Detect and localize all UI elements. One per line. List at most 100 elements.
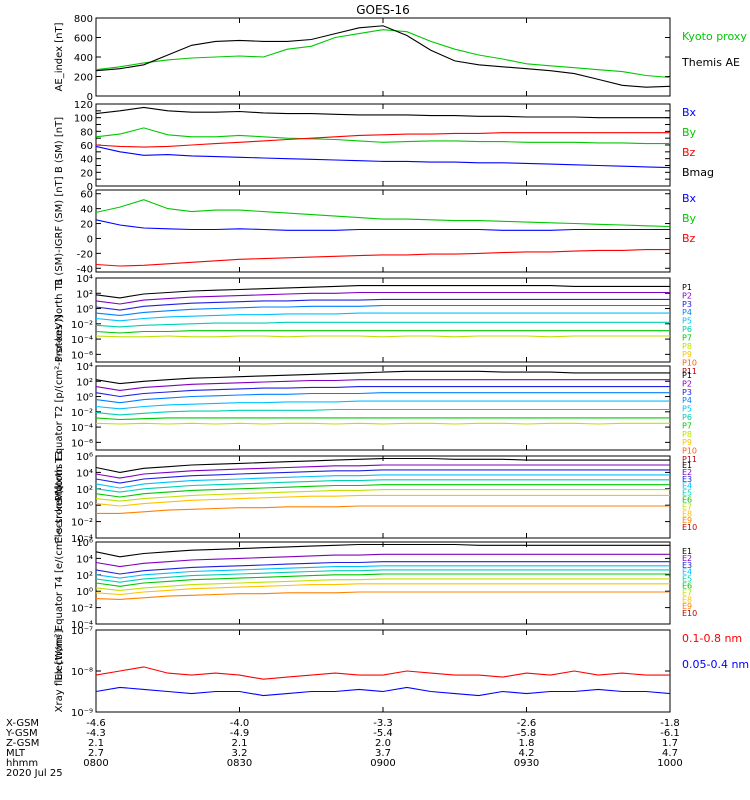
series-line-Bz — [96, 132, 670, 148]
y-axis-label: AE_index [nT] — [54, 22, 65, 91]
panel-frame — [95, 455, 671, 539]
series-line-E8 — [96, 494, 670, 507]
series-line-P6 — [96, 408, 670, 416]
y-tick-label: 0 — [87, 92, 93, 103]
y-tick-label: 10⁰ — [76, 393, 93, 404]
y-tick-label: 10⁻² — [71, 518, 93, 529]
y-tick-label: 40 — [80, 155, 93, 166]
series-line-Kyoto-proxy-AE — [96, 29, 670, 79]
y-tick-label: 10⁻² — [71, 320, 93, 331]
x-tick-value: -3.3 — [373, 718, 393, 729]
x-tick-value: 4.2 — [519, 748, 535, 759]
y-tick-label: 10⁻² — [71, 408, 93, 419]
y-axis-label: Electrons North T3 — [54, 450, 65, 543]
legend-E9: E9 — [682, 602, 692, 611]
legend-P2: P2 — [682, 291, 692, 300]
legend-Bx: Bx — [682, 192, 697, 205]
x-tick-value: -5.4 — [373, 728, 393, 739]
x-tick-value: -4.3 — [86, 728, 106, 739]
series-line-P7 — [96, 330, 670, 334]
series-line-E5 — [96, 569, 670, 583]
y-tick-label: 10² — [76, 485, 93, 496]
series-line-P5 — [96, 312, 670, 322]
series-line-Bx — [96, 219, 670, 231]
x-row-label: Y-GSM — [5, 728, 38, 739]
series-line-E1 — [96, 543, 670, 558]
x-tick-value: 1.8 — [519, 738, 535, 749]
x-tick-value: 0800 — [83, 758, 108, 769]
panel-frame — [95, 189, 671, 273]
legend-E6: E6 — [682, 496, 692, 505]
series-line-Themis-AE — [96, 25, 670, 88]
series-line-E7 — [96, 578, 670, 591]
legend-0.1-0.8-nm: 0.1-0.8 nm — [682, 632, 742, 645]
panel-frame — [95, 629, 671, 713]
x-tick-value: 0900 — [370, 758, 395, 769]
x-tick-value: -2.6 — [517, 718, 537, 729]
legend-P11: P11 — [682, 367, 697, 376]
y-tick-label: 20 — [80, 220, 93, 231]
legend-Bx: Bx — [682, 106, 697, 119]
series-line-P7 — [96, 417, 670, 421]
series-line-P1 — [96, 370, 670, 385]
panel-3: -40 -20 0 20 40 60 B (SM)-IGRF (SM) [nT] Bx By Bz — [54, 176, 697, 285]
legend-E3: E3 — [682, 561, 692, 570]
series-line-E1 — [96, 457, 670, 473]
series-line-P4 — [96, 304, 670, 316]
legend-E10: E10 — [682, 523, 697, 532]
legend-P5: P5 — [682, 317, 692, 326]
legend-E2: E2 — [682, 468, 692, 477]
x-tick-value: -1.8 — [660, 718, 680, 729]
x-tick-value: -4.9 — [230, 728, 250, 739]
y-axis-label: Xray flux [W/m²] — [54, 630, 65, 713]
x-tick-value: 3.2 — [232, 748, 248, 759]
series-line-P2 — [96, 379, 670, 391]
y-tick-label: 10⁻⁴ — [71, 620, 93, 631]
legend-Bmag: Bmag — [682, 166, 714, 179]
panel-2: 0 20 40 60 80 100 120 B (SM) [nT] Bx By Bz Bmag — [54, 100, 714, 193]
y-tick-label: 60 — [80, 190, 93, 201]
y-tick-label: 10⁶ — [76, 538, 93, 549]
legend-P9: P9 — [682, 438, 692, 447]
series-line-E2 — [96, 464, 670, 479]
legend-P3: P3 — [682, 388, 692, 397]
x-row-label: MLT — [6, 748, 26, 759]
y-tick-label: 400 — [74, 53, 93, 64]
y-tick-label: 10⁻⁸ — [71, 667, 93, 678]
x-tick-value: 2.1 — [88, 738, 104, 749]
legend-E7: E7 — [682, 588, 692, 597]
series-line-P2 — [96, 291, 670, 305]
y-tick-label: -40 — [77, 264, 93, 275]
legend-P8: P8 — [682, 430, 692, 439]
x-tick-value: 0930 — [514, 758, 539, 769]
series-line-E2 — [96, 553, 670, 568]
y-tick-label: 40 — [80, 205, 93, 216]
y-tick-label: 10⁻⁴ — [71, 534, 93, 545]
series-line-By — [96, 127, 670, 145]
series-line-E8 — [96, 583, 670, 596]
legend-Kyoto-proxy-AE: Kyoto proxy AE — [682, 30, 750, 43]
y-tick-label: 10⁻⁷ — [71, 626, 93, 637]
y-tick-label: -20 — [77, 249, 93, 260]
series-line-E4 — [96, 474, 670, 489]
series-line-P4 — [96, 392, 670, 404]
legend-P6: P6 — [682, 325, 692, 334]
x-tick-value: -5.8 — [517, 728, 537, 739]
legend-E2: E2 — [682, 554, 692, 563]
series-line-E6 — [96, 484, 670, 498]
y-axis-label: B (SM) [nT] — [54, 117, 65, 173]
legend-E9: E9 — [682, 516, 692, 525]
y-tick-label: 0 — [87, 182, 93, 193]
series-line-E4 — [96, 565, 670, 579]
legend-P2: P2 — [682, 379, 692, 388]
x-row-label: hhmm — [6, 758, 38, 769]
series-line-P5 — [96, 400, 670, 410]
series-line-P1 — [96, 285, 670, 299]
y-axis-label: Electrons Equator T4 [e/(cm²-s-sr-keV)] — [54, 485, 65, 680]
x-tick-value: 3.7 — [375, 748, 391, 759]
legend-P1: P1 — [682, 371, 692, 380]
x-tick-value: 0830 — [227, 758, 252, 769]
legend-P1: P1 — [682, 283, 692, 292]
y-tick-label: 10⁻⁶ — [71, 438, 93, 449]
